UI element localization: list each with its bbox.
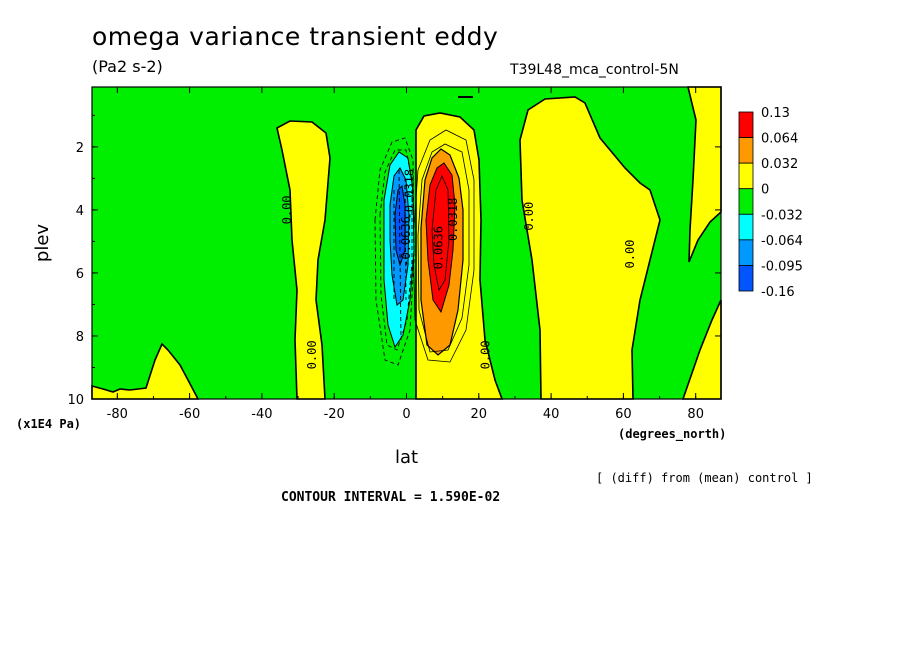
negative-contour-mid bbox=[379, 149, 413, 351]
plot-area: 0.00 0.00 0.00 0.00 0.00 -0.0318-0.0636 0.0318… bbox=[91, 86, 722, 400]
y-tick-label: 8 bbox=[76, 330, 84, 345]
run-label: T39L48_mca_control-5N bbox=[510, 62, 679, 78]
contour-label-2: 0.00 bbox=[479, 340, 493, 369]
x-axis-label: lat bbox=[395, 447, 419, 468]
colorbar-swatch-5 bbox=[738, 239, 754, 266]
negative-contour-center bbox=[398, 169, 402, 341]
contour-label-7: 0.0318 bbox=[446, 198, 460, 241]
x-tick-label: 60 bbox=[615, 407, 632, 422]
region-west-band bbox=[276, 120, 331, 400]
colorbar-swatch-2 bbox=[738, 162, 754, 190]
y-tick-label: 2 bbox=[76, 141, 84, 156]
x-tick-label: 20 bbox=[471, 407, 488, 422]
positive-contour-outer bbox=[412, 129, 475, 363]
colorbar-swatch-1 bbox=[738, 137, 754, 164]
axes: -80 -60 -40 -20 0 20 40 60 80 2 4 6 8 10 plev bbox=[32, 86, 722, 422]
positive-contour-mid bbox=[417, 143, 470, 353]
x-tick-label: -60 bbox=[179, 407, 200, 422]
x-tick-label: -40 bbox=[251, 407, 272, 422]
x-axis-units: (degrees_north) bbox=[618, 427, 727, 441]
x-tick-label: 80 bbox=[687, 407, 704, 422]
contour-label-4: 0.00 bbox=[623, 240, 637, 269]
colorbar-swatch-0 bbox=[738, 111, 754, 138]
x-tick-label: -80 bbox=[107, 407, 128, 422]
colorbar-label-2: 0.032 bbox=[761, 157, 798, 172]
region-east-band bbox=[519, 96, 661, 400]
contour-label-5: -0.0318 bbox=[403, 169, 417, 220]
colorbar-swatch-6 bbox=[738, 265, 754, 292]
colorbar-label-5: -0.064 bbox=[761, 234, 803, 249]
contour-label-0: 0.00 bbox=[280, 195, 294, 224]
y-tick-label: 4 bbox=[76, 204, 84, 219]
y-tick-label: 6 bbox=[76, 267, 84, 282]
diff-note: [ (diff) from (mean) control ] bbox=[596, 471, 813, 485]
negative-contour-outer bbox=[374, 137, 415, 366]
colorbar-swatch-4 bbox=[738, 213, 754, 241]
y-tick-label: 10 bbox=[67, 393, 84, 408]
colorbar-label-1: 0.064 bbox=[761, 132, 798, 147]
colorbar: 0.13 0.064 0.032 0 -0.032 -0.064 -0.095 -0.16 bbox=[738, 106, 803, 300]
contour-label-8: 0.0636 bbox=[432, 226, 446, 269]
contour-interval: CONTOUR INTERVAL = 1.590E-02 bbox=[281, 490, 501, 505]
contour-label-1: 0.00 bbox=[305, 340, 319, 369]
colorbar-label-3: 0 bbox=[761, 183, 769, 198]
chart-units: (Pa2 s-2) bbox=[92, 57, 163, 76]
contour-label-6: -0.0636 bbox=[399, 216, 413, 267]
y-axis-label: plev bbox=[32, 224, 53, 263]
x-tick-label: 0 bbox=[402, 407, 410, 422]
colorbar-swatch-3 bbox=[738, 188, 754, 215]
x-tick-label: -20 bbox=[324, 407, 345, 422]
contour-label-3: 0.00 bbox=[522, 202, 536, 231]
positive-contour-inner bbox=[431, 174, 450, 292]
negative-contour-right bbox=[404, 184, 407, 301]
colorbar-label-6: -0.095 bbox=[761, 259, 803, 274]
colorbar-label-0: 0.13 bbox=[761, 106, 790, 121]
colorbar-label-4: -0.032 bbox=[761, 208, 803, 223]
y-axis-units: (x1E4 Pa) bbox=[16, 417, 82, 431]
positive-lobe-red bbox=[425, 162, 456, 314]
x-tick-label: 40 bbox=[543, 407, 560, 422]
chart-title: omega variance transient eddy bbox=[92, 22, 499, 51]
region-south-edge bbox=[91, 342, 200, 400]
colorbar-label-7: -0.16 bbox=[761, 285, 795, 300]
